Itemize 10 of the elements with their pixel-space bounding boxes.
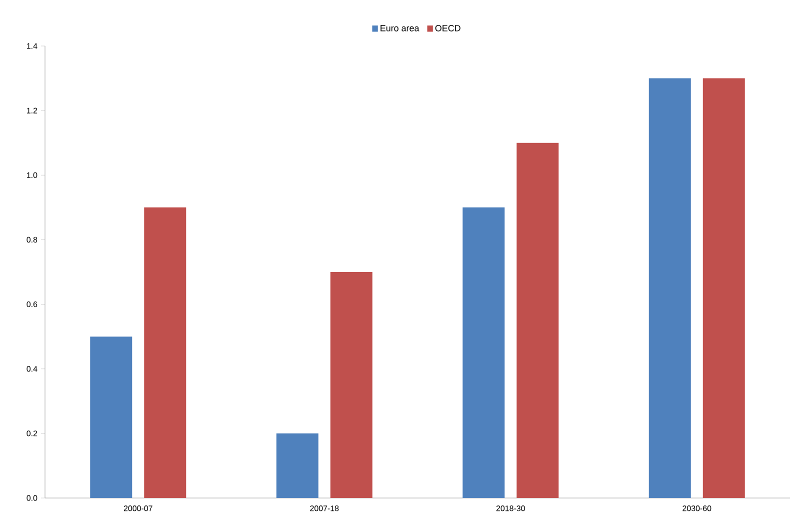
- bar: [276, 433, 318, 498]
- bar: [330, 272, 372, 498]
- bar: [702, 78, 745, 498]
- bar: [648, 78, 691, 498]
- bar: [144, 207, 186, 498]
- legend-label: OECD: [435, 25, 460, 32]
- legend-label: Euro area: [380, 25, 420, 32]
- bar: [90, 336, 132, 498]
- bar: [516, 142, 559, 498]
- bar: [462, 207, 505, 498]
